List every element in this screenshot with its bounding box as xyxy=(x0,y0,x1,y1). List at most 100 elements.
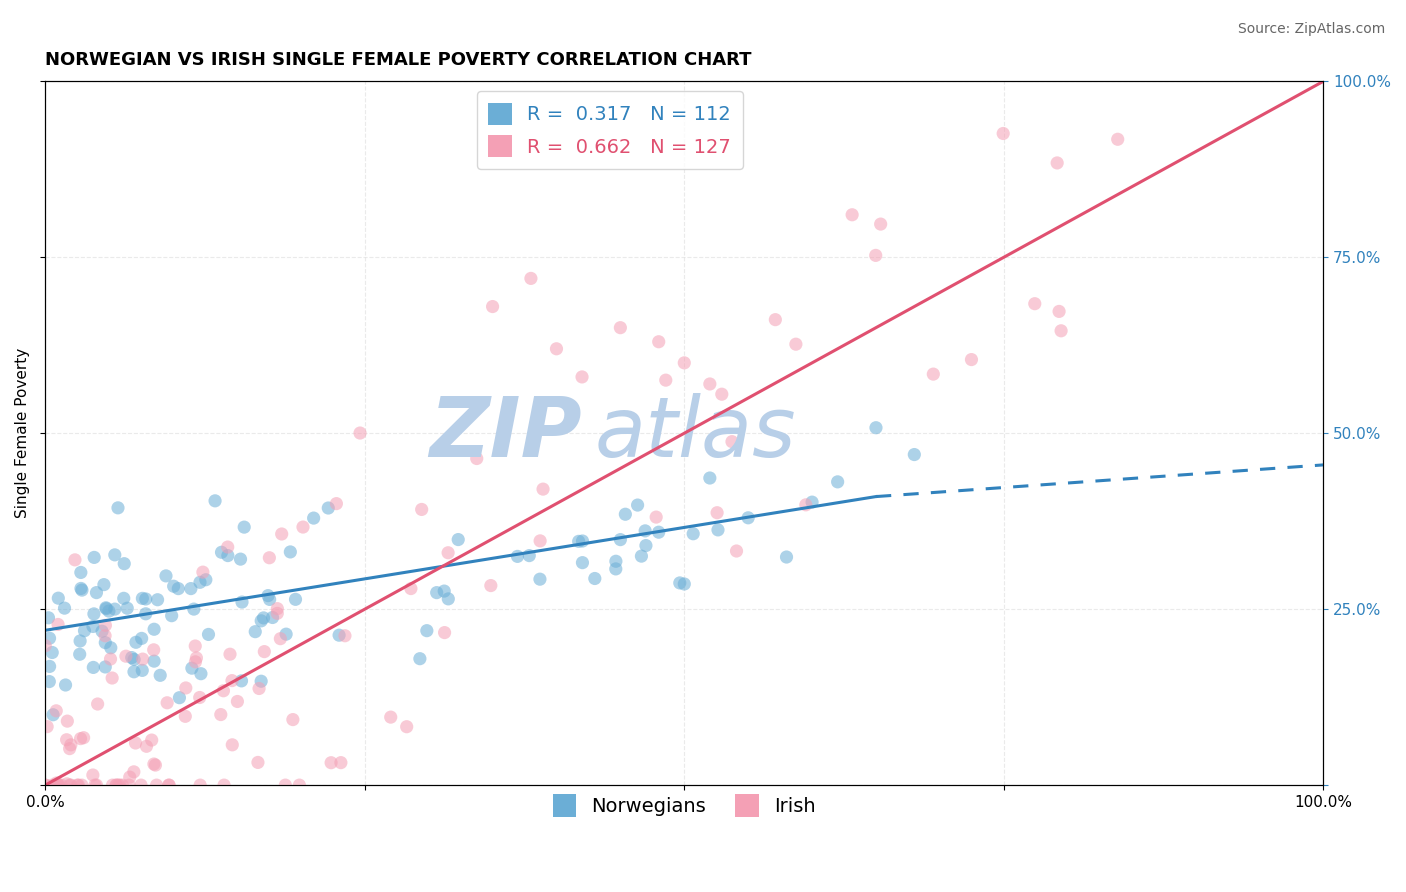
Point xyxy=(437,546,460,560)
Point xyxy=(266,607,288,621)
Point xyxy=(142,757,165,772)
Point xyxy=(121,650,143,665)
Point xyxy=(112,557,135,571)
Point xyxy=(143,654,166,668)
Point xyxy=(219,647,242,661)
Point xyxy=(184,639,207,653)
Point xyxy=(73,624,96,638)
Point xyxy=(105,778,128,792)
Point xyxy=(801,495,824,509)
Point xyxy=(41,778,63,792)
Point xyxy=(183,602,205,616)
Point xyxy=(188,690,211,705)
Point xyxy=(190,666,212,681)
Point xyxy=(107,500,129,515)
Point xyxy=(737,510,759,524)
Point xyxy=(70,778,93,792)
Point xyxy=(131,591,153,606)
Point xyxy=(1050,324,1073,338)
Point xyxy=(520,271,543,285)
Point xyxy=(37,720,59,734)
Point xyxy=(86,778,108,792)
Point xyxy=(55,732,77,747)
Point xyxy=(82,619,104,633)
Point xyxy=(288,778,311,792)
Point xyxy=(1024,296,1046,310)
Point xyxy=(188,575,211,590)
Point xyxy=(86,697,108,711)
Point xyxy=(38,674,60,689)
Point xyxy=(259,550,281,565)
Point xyxy=(34,778,56,792)
Point xyxy=(118,778,141,792)
Point xyxy=(197,627,219,641)
Point xyxy=(96,601,118,615)
Point xyxy=(41,645,63,659)
Point xyxy=(380,710,402,724)
Point xyxy=(409,651,432,665)
Point xyxy=(710,387,733,401)
Point xyxy=(97,604,120,618)
Point xyxy=(56,777,79,791)
Point xyxy=(278,545,301,559)
Point xyxy=(571,370,593,384)
Point xyxy=(546,342,568,356)
Point xyxy=(281,713,304,727)
Point xyxy=(56,714,79,728)
Point xyxy=(69,647,91,661)
Point xyxy=(145,758,167,772)
Point xyxy=(605,562,627,576)
Point xyxy=(231,595,253,609)
Point xyxy=(316,501,339,516)
Point xyxy=(571,556,593,570)
Point xyxy=(104,548,127,562)
Point xyxy=(131,632,153,646)
Point xyxy=(494,417,516,431)
Point xyxy=(122,665,145,679)
Point xyxy=(169,690,191,705)
Point xyxy=(94,660,117,674)
Text: atlas: atlas xyxy=(595,392,796,474)
Point xyxy=(45,704,67,718)
Point xyxy=(34,778,56,792)
Point xyxy=(124,736,146,750)
Point xyxy=(245,624,267,639)
Point xyxy=(270,527,292,541)
Point xyxy=(865,420,887,434)
Point xyxy=(217,549,239,563)
Point xyxy=(100,640,122,655)
Point xyxy=(42,707,65,722)
Point xyxy=(229,552,252,566)
Point xyxy=(706,506,728,520)
Point xyxy=(86,585,108,599)
Point xyxy=(37,611,59,625)
Point xyxy=(145,778,167,792)
Point xyxy=(143,622,166,636)
Point xyxy=(226,694,249,708)
Point xyxy=(655,373,678,387)
Point xyxy=(416,624,439,638)
Point xyxy=(329,756,352,770)
Point xyxy=(125,635,148,649)
Point xyxy=(118,770,141,784)
Point xyxy=(247,681,270,696)
Point xyxy=(571,534,593,549)
Point xyxy=(869,217,891,231)
Point xyxy=(146,592,169,607)
Point xyxy=(630,549,652,563)
Point xyxy=(55,678,77,692)
Point xyxy=(673,577,696,591)
Point xyxy=(70,566,93,580)
Point xyxy=(668,576,690,591)
Point xyxy=(66,778,89,792)
Point xyxy=(721,434,744,449)
Point xyxy=(276,627,298,641)
Legend: Norwegians, Irish: Norwegians, Irish xyxy=(546,787,824,825)
Point xyxy=(634,524,657,538)
Point xyxy=(149,668,172,682)
Point xyxy=(433,584,456,599)
Point xyxy=(212,683,235,698)
Point xyxy=(135,739,157,754)
Point xyxy=(46,591,69,606)
Point xyxy=(648,525,671,540)
